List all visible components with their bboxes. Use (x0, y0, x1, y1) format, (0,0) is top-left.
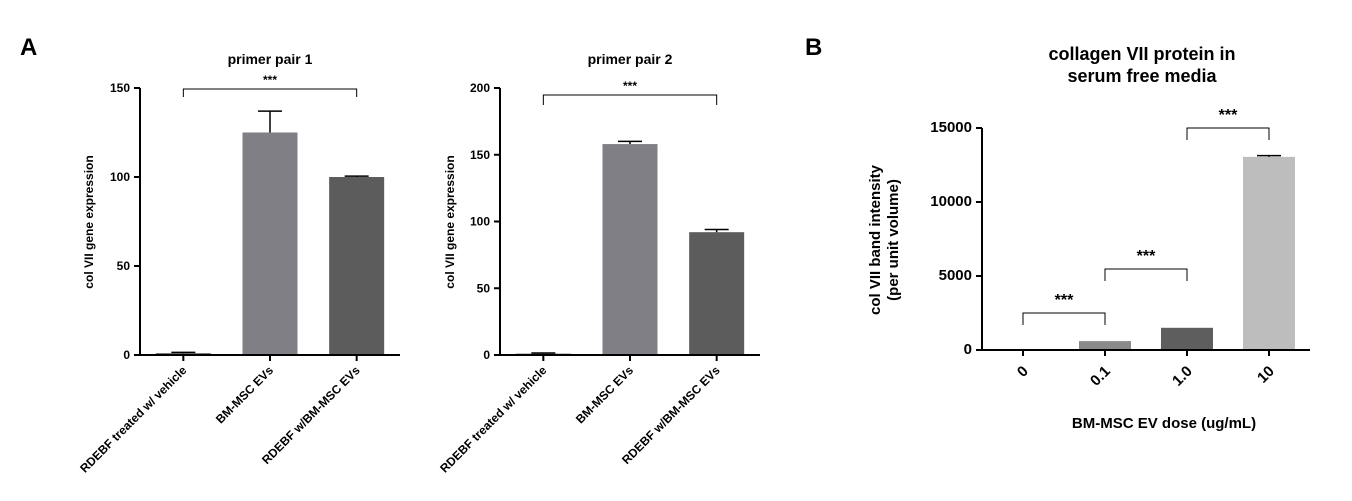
bar (689, 232, 745, 355)
y-tick-label: 100 (470, 215, 490, 229)
chart-primer-pair-1: primer pair 1 0 50 100 150 RDEBF treated w/ v… (77, 51, 400, 475)
x-tick-label: RDEBF treated w/ vehicle (77, 363, 189, 475)
chart-title-line: serum free media (1067, 66, 1217, 86)
y-axis-label: col VII gene expression (443, 155, 457, 288)
x-tick-label: 10 (1254, 363, 1278, 387)
y-tick-label: 0 (964, 341, 972, 358)
y-tick-label: 100 (110, 170, 130, 184)
y-tick-label: 150 (110, 81, 130, 95)
x-tick-label: RDEBF treated w/ vehicle (437, 363, 549, 475)
significance-label: *** (623, 79, 637, 93)
bar (1243, 156, 1295, 350)
significance-label: *** (1219, 107, 1238, 124)
panel-a-label: A (20, 34, 37, 61)
bar (602, 144, 658, 355)
x-tick-label: 0 (1014, 363, 1032, 381)
bar (242, 132, 298, 355)
significance-bracket (1186, 127, 1270, 140)
significance-bracket (542, 94, 718, 105)
bar (1161, 327, 1213, 350)
x-tick-label: RDEBF w/BM-MSC EVs (619, 363, 723, 467)
y-tick-label: 50 (477, 281, 491, 295)
chart-title: primer pair 2 (588, 51, 673, 67)
chart-title-line: collagen VII protein in (1048, 44, 1235, 64)
x-tick-label: 0.1 (1087, 363, 1114, 390)
y-axis-label: col VII band intensity (per unit volume) (867, 164, 902, 315)
y-tick-label: 10000 (930, 193, 972, 210)
bar (329, 177, 385, 355)
significance-label: *** (1137, 248, 1156, 265)
y-tick-label: 0 (123, 348, 130, 362)
y-tick-label: 150 (470, 148, 490, 162)
significance-bracket (182, 88, 358, 97)
chart-title: primer pair 1 (228, 51, 313, 67)
y-tick-label: 50 (117, 259, 131, 273)
significance-label: *** (263, 73, 277, 87)
x-tick-label: RDEBF w/BM-MSC EVs (259, 363, 363, 467)
y-tick-label: 15000 (930, 119, 972, 136)
panel-b-label: B (805, 34, 822, 61)
y-tick-label: 5000 (939, 267, 972, 284)
chart-primer-pair-2: primer pair 2 0 50 100 150 200 RDEBF treated w… (437, 51, 760, 475)
bar (1079, 341, 1131, 350)
x-tick-label: BM-MSC EVs (213, 363, 276, 426)
y-tick-label: 0 (483, 348, 490, 362)
significance-label: *** (1055, 292, 1074, 309)
significance-bracket (1022, 312, 1106, 325)
significance-bracket (1104, 268, 1188, 281)
x-axis-label: BM-MSC EV dose (ug/mL) (1072, 415, 1256, 432)
y-axis-label: col VII gene expression (82, 155, 96, 288)
y-axis-label-line: (per unit volume) (885, 179, 902, 301)
y-tick-label: 200 (470, 81, 490, 95)
x-tick-label: 1.0 (1169, 363, 1196, 390)
x-tick-label: BM-MSC EVs (573, 363, 636, 426)
y-axis-label-line: col VII band intensity (867, 164, 884, 315)
